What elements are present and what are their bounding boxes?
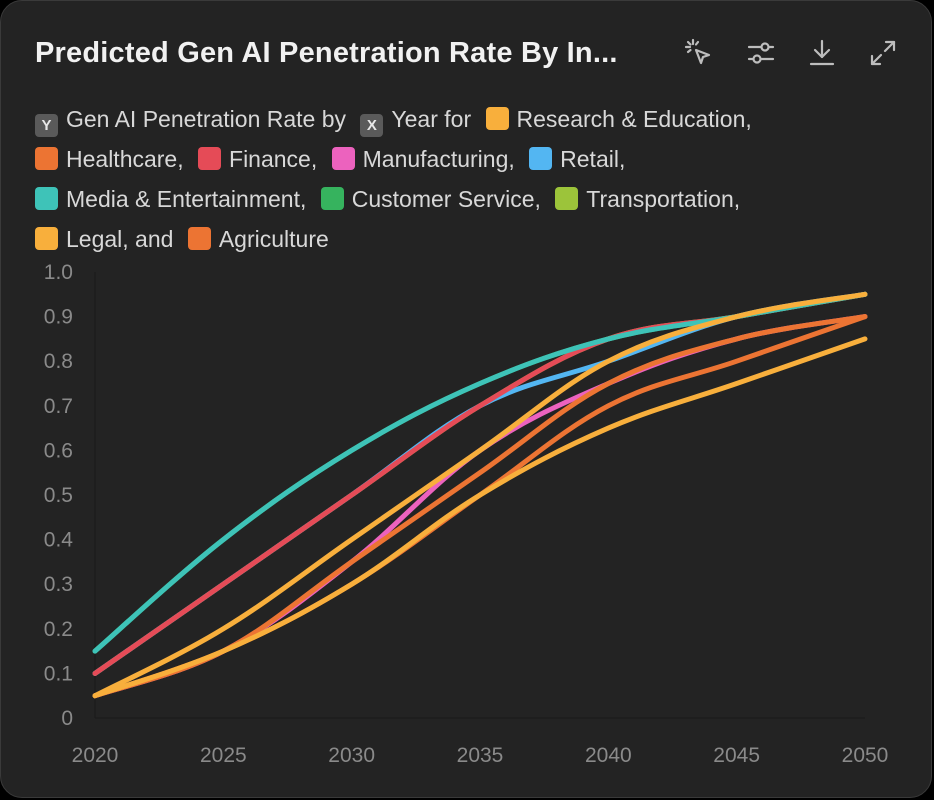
legend-item[interactable]: Agriculture [187,219,329,259]
legend-label: Legal, and [66,226,174,252]
legend-swatch [320,187,344,210]
y-tick-label: 0.8 [44,350,73,373]
x-tick-label: 2030 [328,744,375,767]
legend-swatch [35,187,58,210]
legend-label: Customer Service, [351,186,541,212]
settings-button[interactable] [739,31,783,75]
y-axis-chip: Y [35,114,58,137]
legend-label: Retail, [560,146,626,172]
x-tick-label: 2040 [585,744,632,767]
legend-item[interactable]: Research & Education, [485,99,752,139]
legend-item[interactable]: Retail, [529,139,625,179]
legend-swatch [555,187,579,210]
legend-label: Finance, [229,146,318,172]
series-line-finance [92,291,868,676]
chart-title: Predicted Gen AI Penetration Rate By In.… [35,37,618,69]
download-button[interactable] [800,31,844,75]
expand-button[interactable] [861,31,905,75]
legend-item[interactable]: Finance, [198,139,317,179]
y-tick-label: 0.7 [44,395,73,418]
sliders-icon [747,42,775,64]
x-tick-label: 2035 [457,744,504,767]
line-chart: 0 0.1 0.2 0.3 0.4 0.5 0.6 0.7 0.8 0.9 1.0 2020 2025 2… [44,261,889,767]
legend-label: Agriculture [218,226,329,252]
x-tick-label: 2020 [72,744,119,767]
series-line-transportation [92,291,868,676]
legend-y-label: Gen AI Penetration Rate by [66,106,347,132]
legend-y-axis: Y Gen AI Penetration Rate by [35,99,346,139]
legend-swatch [35,147,58,170]
expand-icon [870,40,896,66]
explain-button[interactable] [677,31,721,75]
legend-label: Research & Education, [516,106,752,132]
legend-label: Manufacturing, [362,146,515,172]
x-tick-label: 2050 [842,744,889,767]
legend-x-label: Year for [391,106,472,132]
legend-item[interactable]: Healthcare, [35,139,184,179]
x-tick-label: 2025 [200,744,247,767]
legend-item[interactable]: Customer Service, [320,179,541,219]
legend-swatch [331,147,355,170]
legend-swatch [198,147,222,170]
legend-swatch [35,227,58,250]
y-tick-label: 1.0 [44,261,73,284]
y-tick-label: 0.9 [44,306,73,329]
y-tick-label: 0 [61,707,73,730]
y-tick-label: 0.3 [44,573,73,596]
legend-swatch [187,227,211,250]
series-line-retail [92,291,868,676]
y-tick-label: 0.6 [44,439,73,462]
chart-legend: Y Gen AI Penetration Rate by X Year for Re… [35,99,895,259]
series-line-legal [92,336,868,699]
legend-label: Healthcare, [66,146,184,172]
series-line-research-education [92,291,868,699]
legend-item[interactable]: Manufacturing, [331,139,515,179]
legend-item[interactable]: Legal, and [35,219,173,259]
y-tick-label: 0.1 [44,662,73,685]
legend-label: Media & Entertainment, [66,186,307,212]
download-icon [809,39,835,66]
x-tick-label: 2045 [713,744,760,767]
legend-swatch [529,147,553,170]
y-tick-label: 0.2 [44,618,73,641]
legend-x-axis: X Year for [360,99,471,139]
legend-item[interactable]: Transportation, [555,179,740,219]
x-axis-chip: X [360,114,384,137]
y-tick-label: 0.5 [44,484,73,507]
y-tick-label: 0.4 [44,529,74,552]
legend-label: Transportation, [586,186,741,212]
legend-swatch [485,107,509,130]
legend-item[interactable]: Media & Entertainment, [35,179,306,219]
cursor-sparkle-icon [684,38,711,65]
